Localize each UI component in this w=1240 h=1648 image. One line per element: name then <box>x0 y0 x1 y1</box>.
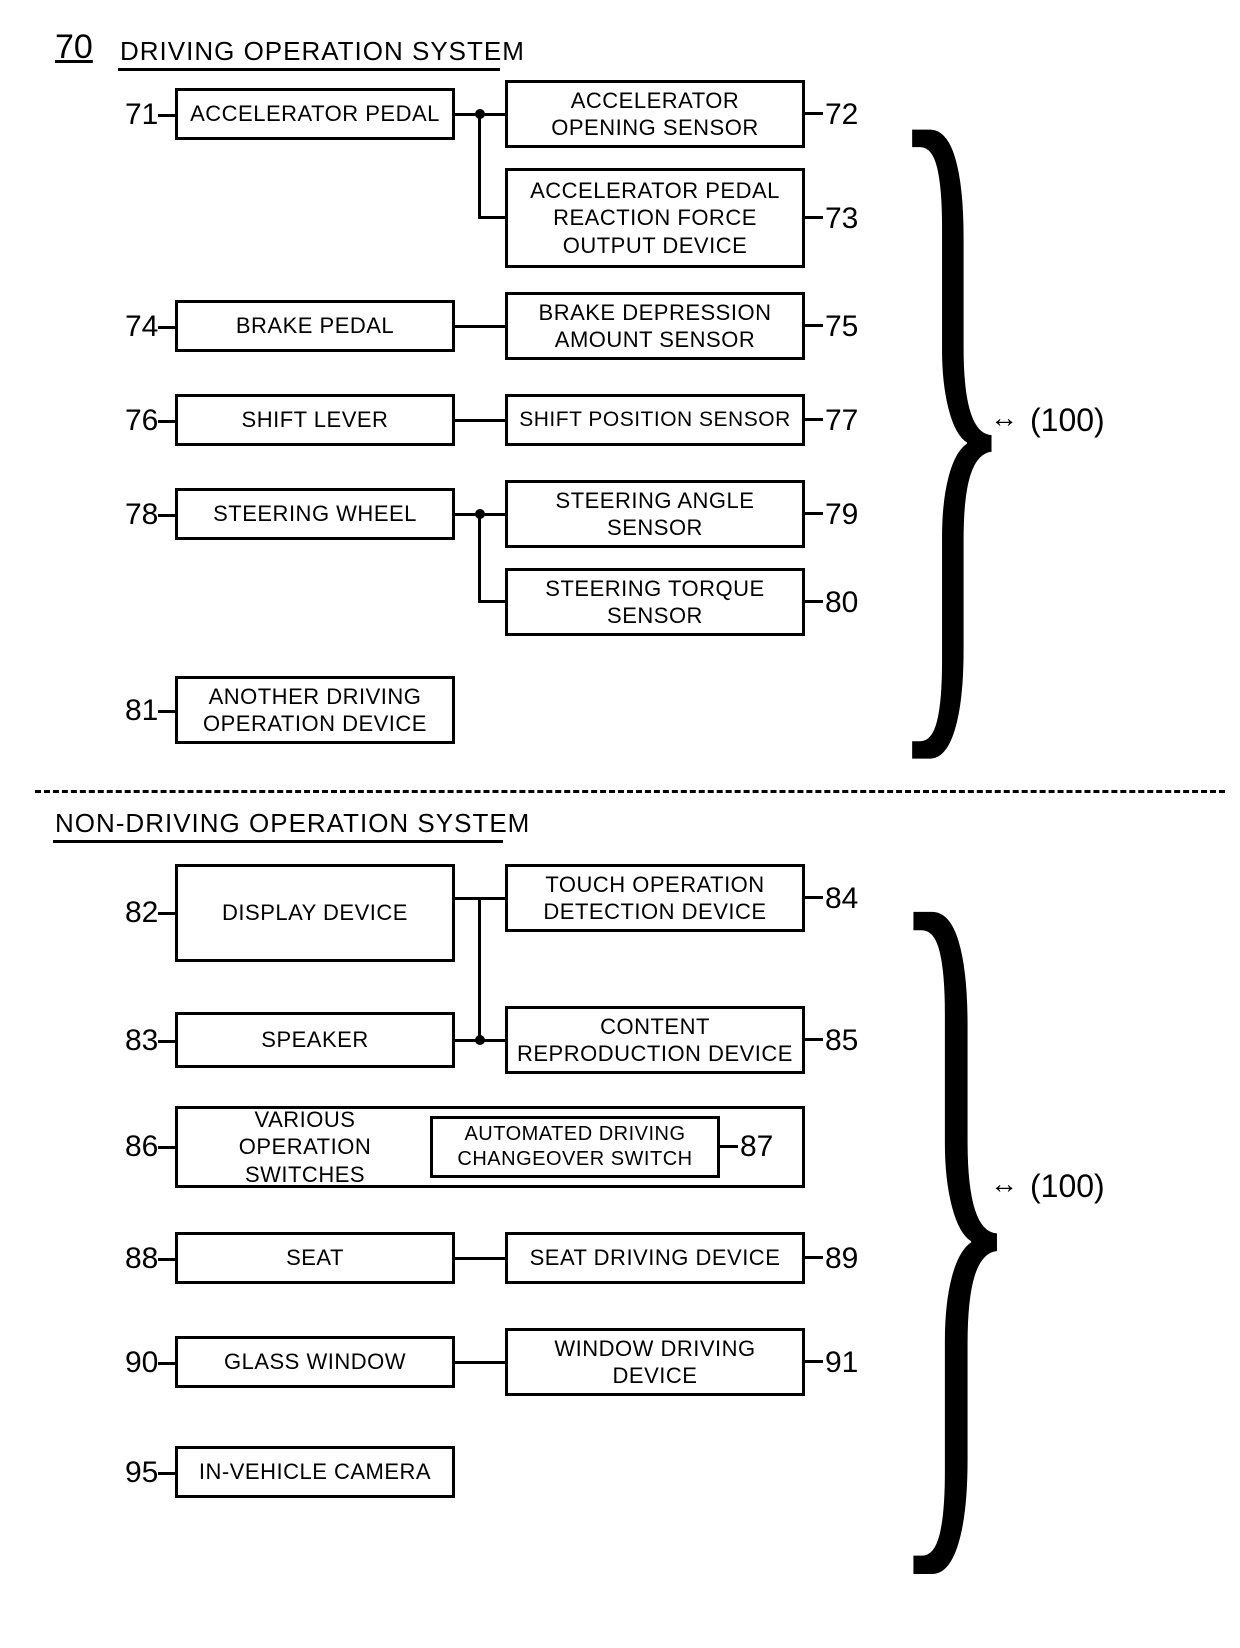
section2-title: NON-DRIVING OPERATION SYSTEM <box>55 808 530 839</box>
ref-71: 71 <box>125 98 158 132</box>
tick-80 <box>805 600 823 603</box>
ref-100-section2: (100) <box>1030 1168 1105 1205</box>
conn-71-73-h <box>478 216 505 219</box>
double-arrow-icon-2: ↔ <box>990 1168 1018 1200</box>
ref-90: 90 <box>125 1346 158 1380</box>
tick-83 <box>158 1040 176 1043</box>
ref-74: 74 <box>125 310 158 344</box>
box-window-driving-device: WINDOW DRIVING DEVICE <box>505 1328 805 1396</box>
ref-82: 82 <box>125 896 158 930</box>
tick-88 <box>158 1258 176 1261</box>
tick-77 <box>805 418 823 421</box>
box-seat-driving-device: SEAT DRIVING DEVICE <box>505 1232 805 1284</box>
tick-79 <box>805 512 823 515</box>
box-in-vehicle-camera: IN-VEHICLE CAMERA <box>175 1446 455 1498</box>
section1-title-underline <box>118 68 500 71</box>
ref-91: 91 <box>825 1346 858 1380</box>
ref-87: 87 <box>740 1130 773 1164</box>
tick-85 <box>805 1038 823 1041</box>
box-steering-wheel: STEERING WHEEL <box>175 488 455 540</box>
conn-88-89 <box>455 1257 505 1260</box>
tick-90 <box>158 1362 176 1365</box>
tick-91 <box>805 1360 823 1363</box>
ref-95: 95 <box>125 1456 158 1490</box>
ref-89: 89 <box>825 1242 858 1276</box>
box-automated-driving-switch: AUTOMATED DRIVING CHANGEOVER SWITCH <box>430 1116 720 1178</box>
box-various-switches-label: VARIOUS OPERATION SWITCHES <box>190 1106 420 1189</box>
tick-76 <box>158 420 176 423</box>
tick-74 <box>158 326 176 329</box>
box-brake-depression-sensor: BRAKE DEPRESSION AMOUNT SENSOR <box>505 292 805 360</box>
ref-75: 75 <box>825 310 858 344</box>
box-touch-operation-detection: TOUCH OPERATION DETECTION DEVICE <box>505 864 805 932</box>
tick-81 <box>158 710 176 713</box>
section-divider <box>35 790 1225 793</box>
tick-86 <box>158 1146 176 1149</box>
tick-75 <box>805 324 823 327</box>
ref-85: 85 <box>825 1024 858 1058</box>
ref-72: 72 <box>825 98 858 132</box>
double-arrow-icon-1: ↔ <box>990 402 1018 434</box>
tick-82 <box>158 912 176 915</box>
ref-88: 88 <box>125 1242 158 1276</box>
conn-78-80-h <box>478 600 505 603</box>
tick-78 <box>158 514 176 517</box>
box-accelerator-reaction-force: ACCELERATOR PEDAL REACTION FORCE OUTPUT … <box>505 168 805 268</box>
ref-80: 80 <box>825 586 858 620</box>
box-shift-lever: SHIFT LEVER <box>175 394 455 446</box>
box-glass-window: GLASS WINDOW <box>175 1336 455 1388</box>
box-accelerator-pedal: ACCELERATOR PEDAL <box>175 88 455 140</box>
box-seat: SEAT <box>175 1232 455 1284</box>
ref-76: 76 <box>125 404 158 438</box>
conn-83-dot <box>475 1035 485 1045</box>
ref-79: 79 <box>825 498 858 532</box>
ref-78: 78 <box>125 498 158 532</box>
ref-84: 84 <box>825 882 858 916</box>
conn-82-v <box>478 897 481 1039</box>
section2-title-underline <box>53 840 503 843</box>
ref-77: 77 <box>825 404 858 438</box>
conn-71-v <box>478 113 481 218</box>
box-steering-angle-sensor: STEERING ANGLE SENSOR <box>505 480 805 548</box>
main-reference-label: 70 <box>55 28 93 67</box>
box-content-reproduction: CONTENT REPRODUCTION DEVICE <box>505 1006 805 1074</box>
conn-90-91 <box>455 1361 505 1364</box>
box-display-device: DISPLAY DEVICE <box>175 864 455 962</box>
tick-71 <box>158 114 176 117</box>
section1-title: DRIVING OPERATION SYSTEM <box>120 36 525 67</box>
box-shift-position-sensor: SHIFT POSITION SENSOR <box>505 394 805 446</box>
box-another-driving-device: ANOTHER DRIVING OPERATION DEVICE <box>175 676 455 744</box>
tick-87 <box>720 1145 738 1148</box>
tick-73 <box>805 216 823 219</box>
tick-84 <box>805 896 823 899</box>
ref-83: 83 <box>125 1024 158 1058</box>
ref-73: 73 <box>825 202 858 236</box>
box-steering-torque-sensor: STEERING TORQUE SENSOR <box>505 568 805 636</box>
ref-100-section1: (100) <box>1030 402 1105 439</box>
conn-78-v <box>478 513 481 601</box>
box-brake-pedal: BRAKE PEDAL <box>175 300 455 352</box>
box-accelerator-opening-sensor: ACCELERATOR OPENING SENSOR <box>505 80 805 148</box>
tick-72 <box>805 112 823 115</box>
tick-95 <box>158 1472 176 1475</box>
box-speaker: SPEAKER <box>175 1012 455 1068</box>
conn-76-77 <box>455 419 505 422</box>
ref-86: 86 <box>125 1130 158 1164</box>
tick-89 <box>805 1256 823 1259</box>
conn-74-75 <box>455 325 505 328</box>
ref-81: 81 <box>125 694 158 728</box>
